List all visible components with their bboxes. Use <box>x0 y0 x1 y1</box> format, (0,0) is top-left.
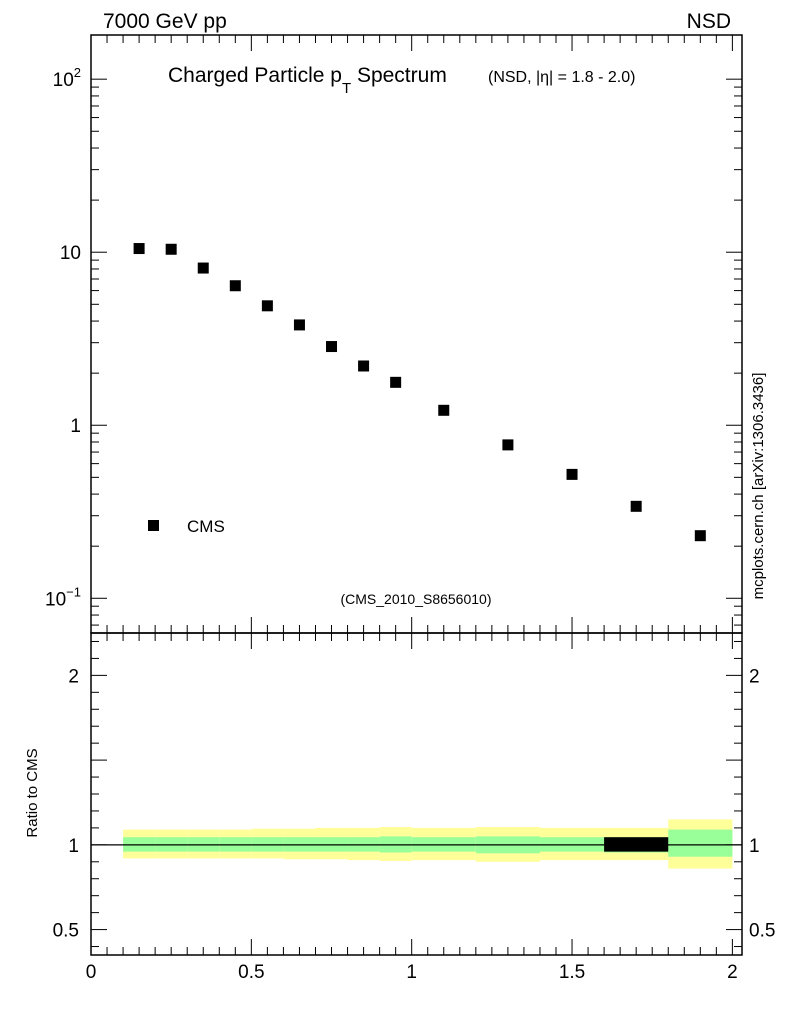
data-points <box>133 243 706 542</box>
x-tick-label: 2 <box>727 962 738 983</box>
y-tick-label-top: 10−1 <box>45 584 81 610</box>
data-point-cms <box>694 530 706 542</box>
data-point-cms <box>261 300 273 312</box>
y-tick-label-bottom-left: 2 <box>68 666 79 687</box>
data-point-cms <box>390 376 402 388</box>
analysis-watermark: (CMS_2010_S8656010) <box>341 591 492 607</box>
y-tick-label-bottom-left: 1 <box>68 836 79 857</box>
data-point-cms <box>133 243 145 255</box>
legend-marker-cms <box>148 520 159 531</box>
y-tick-label-top: 10 <box>60 243 81 264</box>
y-tick-label-bottom-right: 0.5 <box>749 921 775 942</box>
x-tick-label: 0.5 <box>238 962 264 983</box>
y-tick-label-top: 1 <box>70 416 81 437</box>
data-point-cms <box>502 439 514 451</box>
title-main2: Spectrum <box>351 64 447 87</box>
y-tick-label-bottom-right: 1 <box>749 836 760 857</box>
header-right: NSD <box>687 10 731 33</box>
data-point-cms <box>197 262 209 274</box>
data-point-cms <box>438 404 450 416</box>
data-point-cms <box>630 500 642 512</box>
y-tick-label-bottom-right: 2 <box>749 666 760 687</box>
plot-title: Charged Particle pT Spectrum <box>168 64 447 97</box>
x-tick-label: 1.5 <box>559 962 585 983</box>
bottom-panel-frame <box>90 632 743 956</box>
side-label: mcplots.cern.ch [arXiv:1306.3436] <box>750 373 767 600</box>
header-left: 7000 GeV pp <box>103 10 227 33</box>
title-sub: T <box>342 80 351 97</box>
data-point-cms <box>293 319 305 331</box>
x-tick-label: 0 <box>86 962 97 983</box>
x-tick-label: 1 <box>406 962 417 983</box>
data-point-cms <box>326 341 338 353</box>
data-point-cms <box>165 243 177 255</box>
legend-label-cms: CMS <box>187 517 225 536</box>
data-point-cms <box>358 360 370 372</box>
title-main: Charged Particle p <box>168 64 342 87</box>
ratio-band-stat <box>668 829 733 857</box>
y-tick-label-bottom-left: 0.5 <box>53 921 79 942</box>
axis-ticks: 0 0.5 1 1.5 2 10−1 1 10 102 0.5 0.5 1 1 2 2 <box>45 35 775 983</box>
top-panel-frame <box>90 34 743 634</box>
ratio-bands <box>91 819 742 869</box>
ratio-ylabel: Ratio to CMS <box>24 748 41 837</box>
data-point-cms <box>566 468 578 480</box>
data-point-cms <box>229 280 241 292</box>
y-tick-label-top: 102 <box>53 65 81 91</box>
title-extra: (NSD, |η| = 1.8 - 2.0) <box>488 69 635 86</box>
